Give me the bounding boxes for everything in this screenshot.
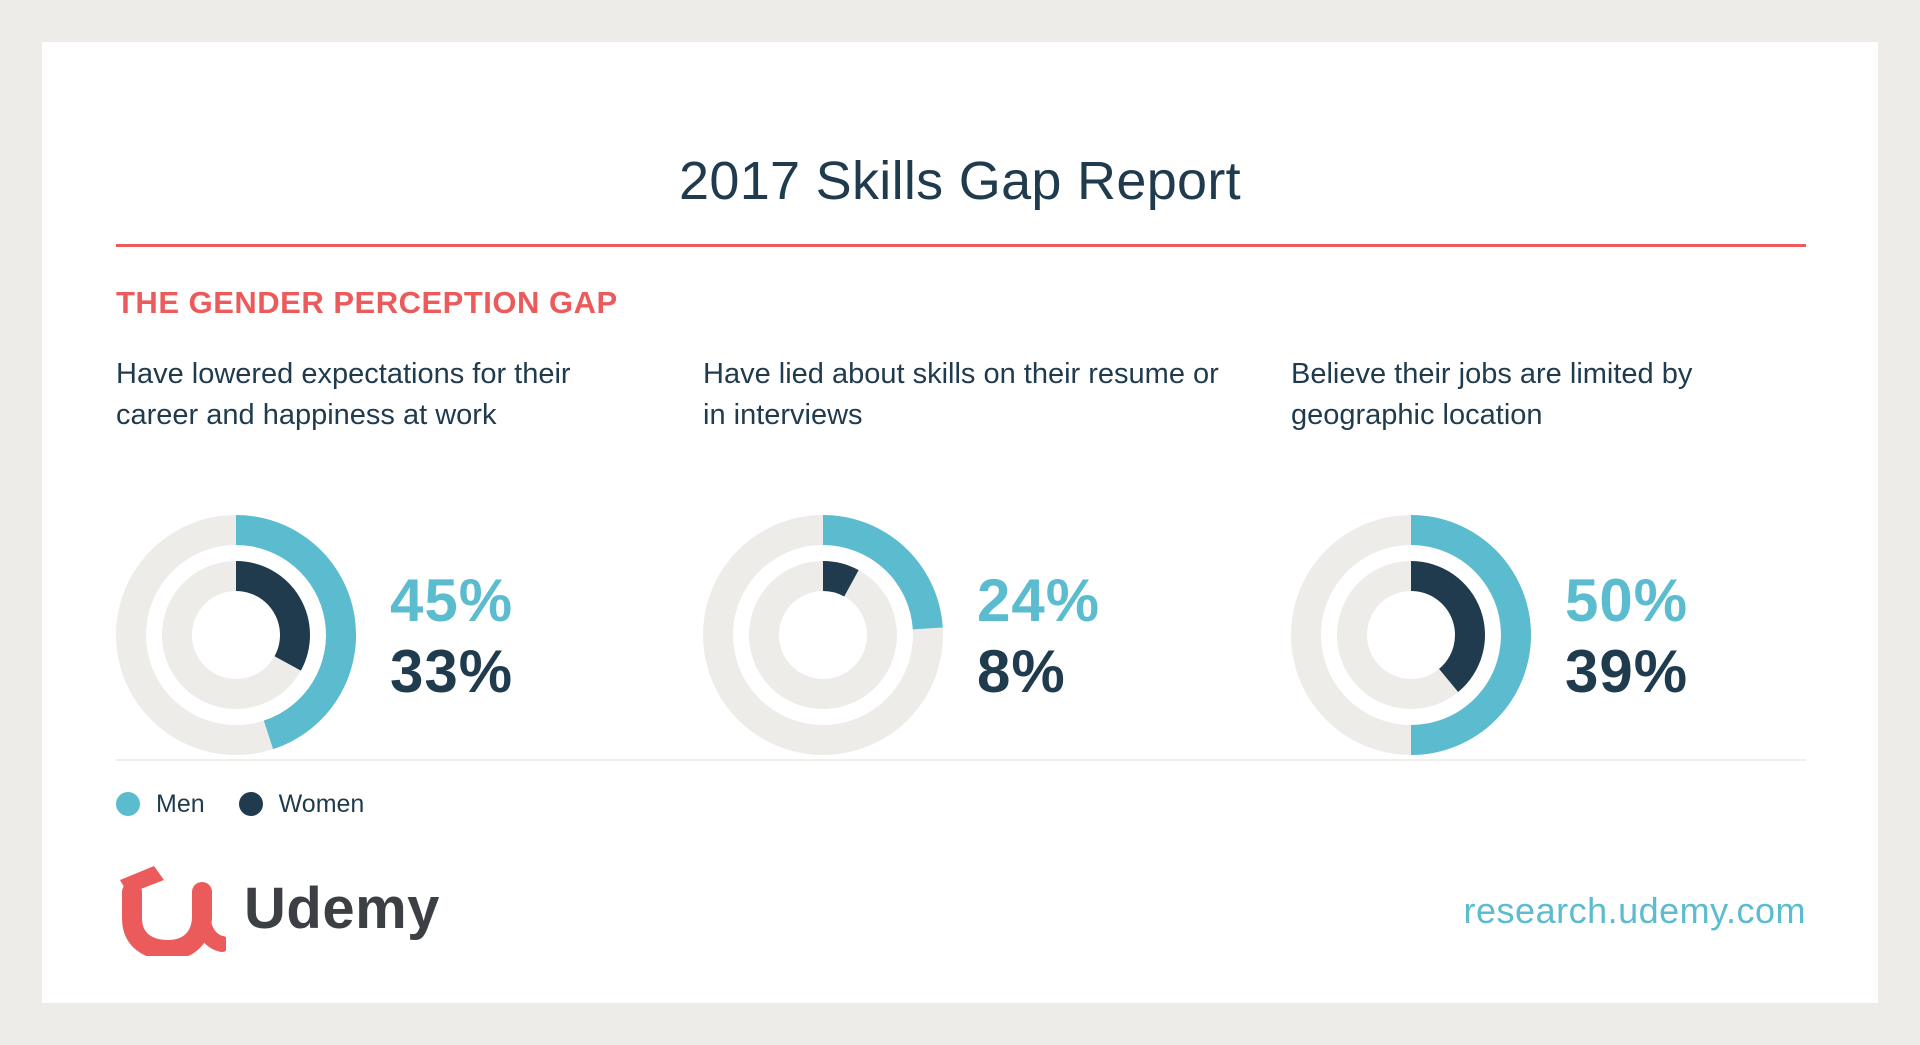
stat-panel-lowered-expectations: Have lowered expectations for their care… [116,354,676,774]
inner-ring-track [748,561,897,709]
men-arc [823,515,943,630]
site-url: research.udemy.com [1463,890,1806,931]
stat-panel-lied-about-skills: Have lied about skills on their resume o… [703,354,1263,774]
panel-caption: Have lowered expectations for their care… [116,358,571,431]
men-percentage-label: 50% [1565,567,1689,634]
women-percentage-label: 39% [1565,638,1689,705]
women-percentage-label: 33% [390,638,514,705]
men-arc [236,515,356,750]
udemy-u-logo-icon [120,866,226,956]
udemy-logo: Udemy [114,860,440,956]
women-arc [823,561,859,597]
legend: Men Women [116,784,398,824]
men-percentage-label: 24% [977,567,1101,634]
men-percentage-label: 45% [390,567,514,634]
women-arc [236,561,310,671]
women-percentage-label: 8% [977,638,1066,705]
title-divider [116,244,1806,247]
section-title: THE GENDER PERCEPTION GAP [116,285,618,320]
donut-chart [116,515,356,755]
legend-item-women: Women [238,789,365,819]
donut-chart [703,515,943,755]
panel-caption: Have lied about skills on their resume o… [703,358,1219,431]
panel-caption: Believe their jobs are limited by geogra… [1291,358,1693,431]
legend-swatch [116,792,140,816]
women-arc [1411,561,1485,693]
legend-label: Men [156,789,205,818]
stat-panel-geographic-limits: Believe their jobs are limited by geogra… [1291,354,1851,774]
footer-divider [116,759,1806,761]
donut-chart [1291,515,1531,755]
legend-swatch [238,792,263,816]
legend-item-men: Men [116,790,205,819]
report-title: 2017 Skills Gap Report [679,151,1241,211]
legend-label: Women [278,789,365,818]
infographic-card: 2017 Skills Gap Report THE GENDER PERCEP… [42,42,1878,1003]
men-arc [1411,515,1531,755]
brand-name: Udemy [244,875,440,941]
